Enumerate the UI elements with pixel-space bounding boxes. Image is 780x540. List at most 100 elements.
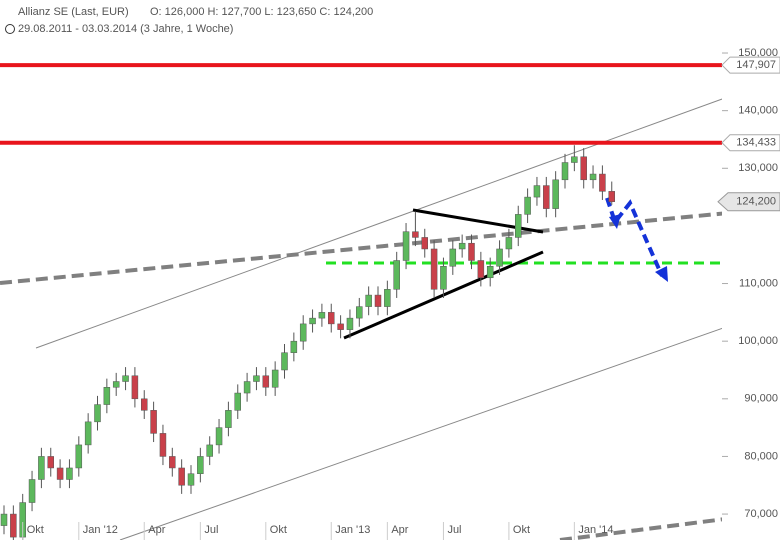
- candle-body: [412, 231, 419, 238]
- candle-body: [477, 260, 485, 279]
- candle-body: [28, 479, 36, 503]
- candle-body: [206, 444, 213, 457]
- y-tick-label: 140,000: [738, 105, 778, 117]
- x-tick-label: Jan '13: [335, 524, 370, 536]
- candle-body: [234, 392, 241, 411]
- candle-body: [337, 323, 344, 330]
- candle-body: [66, 467, 73, 480]
- header-range: 29.08.2011 - 03.03.2014 (3 Jahre, 1 Woch…: [18, 23, 233, 35]
- header-ohlc: O: 126,000 H: 127,700 L: 123,650 C: 124,…: [150, 6, 373, 18]
- candle-body: [449, 248, 457, 267]
- candle-body: [458, 242, 466, 250]
- x-tick-label: Apr: [391, 524, 408, 536]
- candle-body: [38, 456, 45, 480]
- candle-body: [141, 398, 148, 411]
- candle-body: [543, 185, 550, 209]
- candle-body: [328, 312, 335, 325]
- candle-body: [122, 375, 129, 382]
- candle-body: [215, 427, 223, 446]
- x-tick-label: Jan '14: [578, 524, 613, 536]
- y-tick-label: 150,000: [738, 47, 778, 59]
- candle-body: [103, 387, 111, 405]
- candle-body: [178, 467, 185, 486]
- level-label: 147,907: [736, 59, 776, 71]
- y-tick-label: 110,000: [739, 277, 778, 289]
- y-tick-label: 70,000: [744, 508, 778, 520]
- channel-upper: [35, 77, 780, 349]
- x-tick-label: Okt: [513, 524, 530, 536]
- candle-body: [561, 162, 569, 181]
- candle-body: [356, 306, 363, 319]
- candle-body: [421, 237, 428, 250]
- header-name: Allianz SE (Last, EUR): [18, 6, 129, 18]
- candle-body: [599, 173, 606, 192]
- candle-body: [402, 231, 410, 261]
- candle-body: [197, 456, 204, 474]
- candle-body: [533, 185, 541, 198]
- last-label: 124,200: [736, 196, 776, 208]
- y-tick-label: 100,000: [738, 335, 778, 347]
- last-badge: [717, 192, 780, 212]
- candle-body: [150, 410, 157, 434]
- candle-body: [299, 323, 307, 342]
- candle-body: [608, 191, 615, 202]
- candle-body: [505, 237, 513, 250]
- candle-body: [515, 214, 522, 238]
- x-tick-label: Apr: [148, 524, 165, 536]
- x-tick-label: Jul: [447, 524, 461, 536]
- candle-body: [486, 266, 494, 279]
- level-badge: [721, 134, 780, 152]
- axis-gutter: [722, 40, 780, 540]
- candle-body: [552, 179, 559, 209]
- candle-body: [243, 381, 251, 394]
- candle-body: [309, 317, 316, 325]
- candle-body: [440, 266, 447, 290]
- drawings: [0, 77, 780, 540]
- candle-body: [589, 173, 597, 181]
- candle-body: [393, 260, 400, 290]
- candle-body: [430, 248, 438, 290]
- channel-lower: [119, 307, 780, 540]
- candle-body: [318, 312, 326, 319]
- candle-body: [159, 433, 167, 457]
- candle-body: [75, 444, 83, 469]
- candle-body: [94, 404, 101, 423]
- x-tick-label: Okt: [27, 524, 44, 536]
- candle-body: [84, 421, 92, 446]
- candle-body: [346, 317, 354, 330]
- arrow-head: [655, 266, 668, 282]
- y-tick-label: 90,000: [744, 393, 778, 405]
- candle-body: [10, 513, 17, 538]
- level-badge: [721, 56, 780, 74]
- arrow-head: [609, 214, 621, 229]
- candle-body: [0, 513, 8, 526]
- candle-body: [496, 248, 503, 267]
- candle-body: [169, 456, 176, 469]
- candle-body: [262, 375, 270, 388]
- trend-dashed: [0, 206, 780, 285]
- candle-body: [374, 294, 382, 307]
- y-tick-label: 130,000: [738, 162, 778, 174]
- level-label: 134,433: [736, 137, 776, 149]
- y-tick-label: 80,000: [744, 450, 778, 462]
- candle-body: [253, 375, 260, 382]
- forecast-arrow: [605, 197, 664, 277]
- candle-body: [571, 156, 578, 163]
- x-tick-label: Jan '12: [83, 524, 118, 536]
- candle-body: [524, 196, 531, 215]
- candle-body: [47, 456, 54, 469]
- candle-body: [580, 156, 587, 181]
- candle-body: [281, 352, 288, 371]
- candle-body: [468, 242, 475, 261]
- candle-body: [131, 375, 139, 400]
- candle-body: [187, 473, 195, 486]
- candle-body: [271, 369, 279, 388]
- candle-body: [56, 467, 64, 480]
- x-tick-label: Jul: [204, 524, 218, 536]
- candle-body: [365, 294, 372, 307]
- candle-body: [290, 340, 298, 353]
- candle-body: [225, 410, 232, 428]
- x-tick-label: Okt: [270, 524, 287, 536]
- triangle-upper: [412, 208, 544, 234]
